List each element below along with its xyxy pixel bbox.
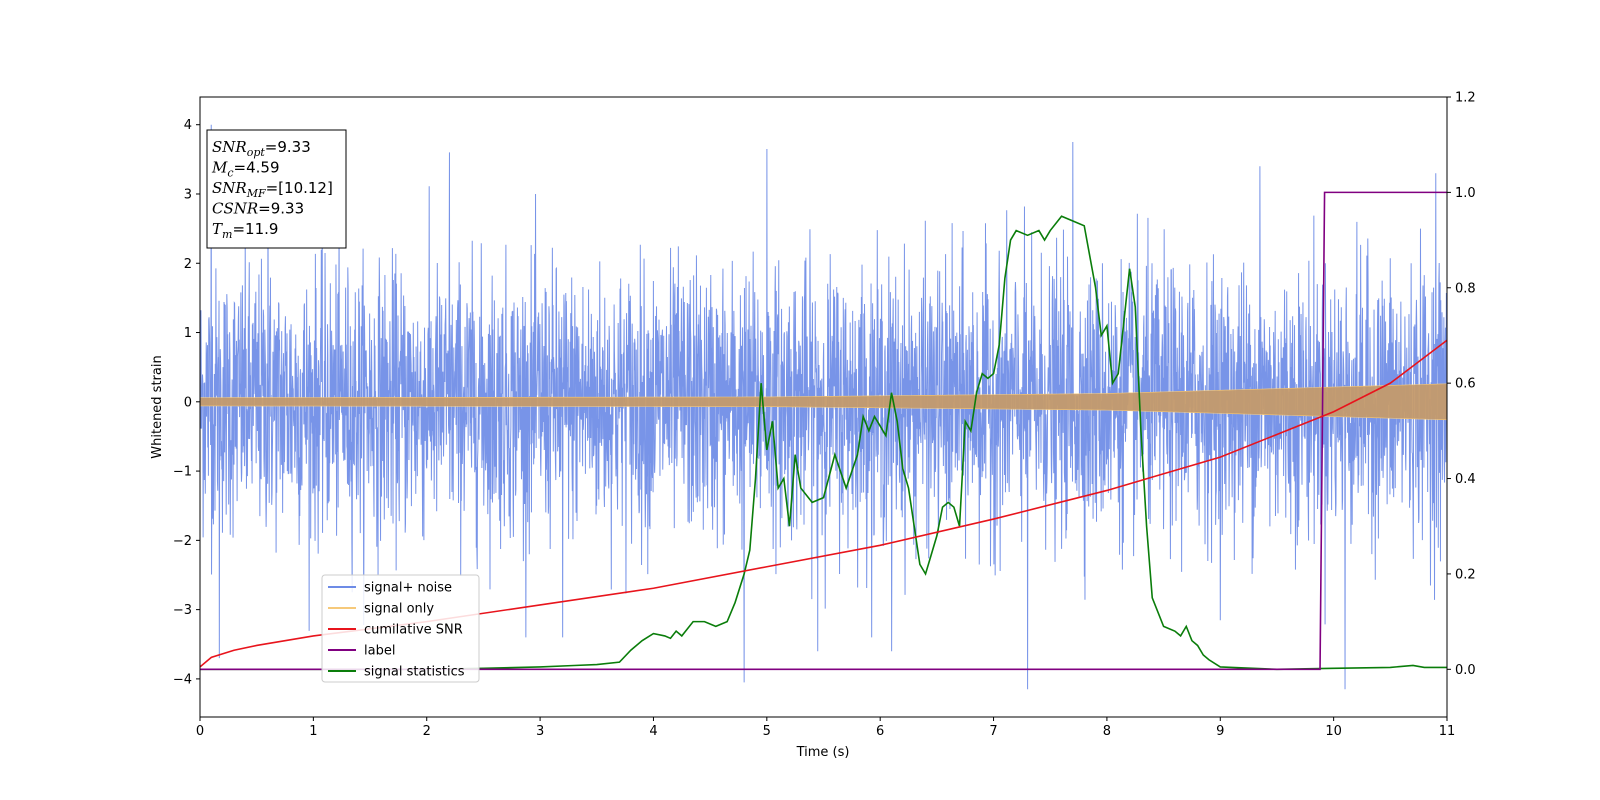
y-left-tick-label: −4: [173, 672, 192, 687]
y-right-tick-label: 1.2: [1455, 91, 1476, 106]
series-layer: [200, 124, 1447, 690]
legend-frame: [321, 574, 480, 683]
y-axis-label: Whitened strain: [150, 355, 165, 458]
x-tick-label: 7: [989, 724, 997, 739]
info-line: Mc=4.59: [211, 159, 280, 180]
y-right-tick-label: 0.8: [1455, 281, 1476, 296]
legend-label: label: [364, 644, 395, 659]
x-tick-label: 5: [763, 724, 771, 739]
plot-frame: [199, 96, 1448, 718]
series-signal-only: [200, 383, 1447, 421]
y-left-tick-label: 1: [184, 326, 192, 341]
info-line: Tm=11.9: [212, 220, 278, 241]
y-right-tick-label: 1.0: [1455, 186, 1476, 201]
y-left-tick-label: 4: [184, 118, 192, 133]
info-line: CSNR=9.33: [212, 200, 304, 218]
info-line: SNRMF=[10.12]: [212, 179, 333, 200]
series-signal-statistics: [200, 215, 1447, 671]
legend-label: cumilative SNR: [364, 623, 463, 638]
y-right-tick-label: 0.2: [1455, 567, 1476, 582]
series-signal-noise: [200, 124, 1447, 690]
legend-label: signal only: [364, 602, 434, 617]
info-line: SNRopt=9.33: [212, 138, 311, 159]
y-left-tick-label: −1: [173, 465, 192, 480]
x-tick-label: 9: [1216, 724, 1224, 739]
x-tick-label: 11: [1439, 724, 1456, 739]
y-left-tick-label: 2: [184, 257, 192, 272]
y-left-tick-label: 0: [184, 395, 192, 410]
x-tick-label: 6: [876, 724, 884, 739]
x-tick-label: 2: [423, 724, 431, 739]
y-right-tick-label: 0.6: [1455, 377, 1476, 392]
legend-label: signal+ noise: [364, 581, 452, 596]
series-label: [200, 191, 1447, 671]
ticks-layer: 0 1 2 3 4 5 6 7 8 9 10 11 −4 −3 −2 −1 0 1 2 3 4 0.0 0.2 0.4 0.6 0…: [173, 91, 1476, 740]
x-tick-label: 4: [649, 724, 657, 739]
y-left-tick-label: −3: [173, 603, 192, 618]
x-tick-label: 1: [309, 724, 317, 739]
x-axis-label: Time (s): [796, 745, 850, 760]
y-right-tick-label: 0.0: [1455, 663, 1476, 678]
info-box: SNRopt=9.33Mc=4.59SNRMF=[10.12]CSNR=9.33…: [206, 129, 347, 249]
x-tick-label: 3: [536, 724, 544, 739]
legend: signal+ noise signal only cumilative SNR la…: [321, 574, 480, 683]
y-left-tick-label: 3: [184, 187, 192, 202]
legend-label: signal statistics: [364, 665, 465, 680]
x-tick-label: 8: [1103, 724, 1111, 739]
series-cumulative-snr: [200, 339, 1447, 668]
info-box-frame: [206, 129, 347, 249]
x-tick-label: 10: [1325, 724, 1342, 739]
y-left-tick-label: −2: [173, 534, 192, 549]
x-tick-label: 0: [196, 724, 204, 739]
y-right-tick-label: 0.4: [1455, 472, 1476, 487]
